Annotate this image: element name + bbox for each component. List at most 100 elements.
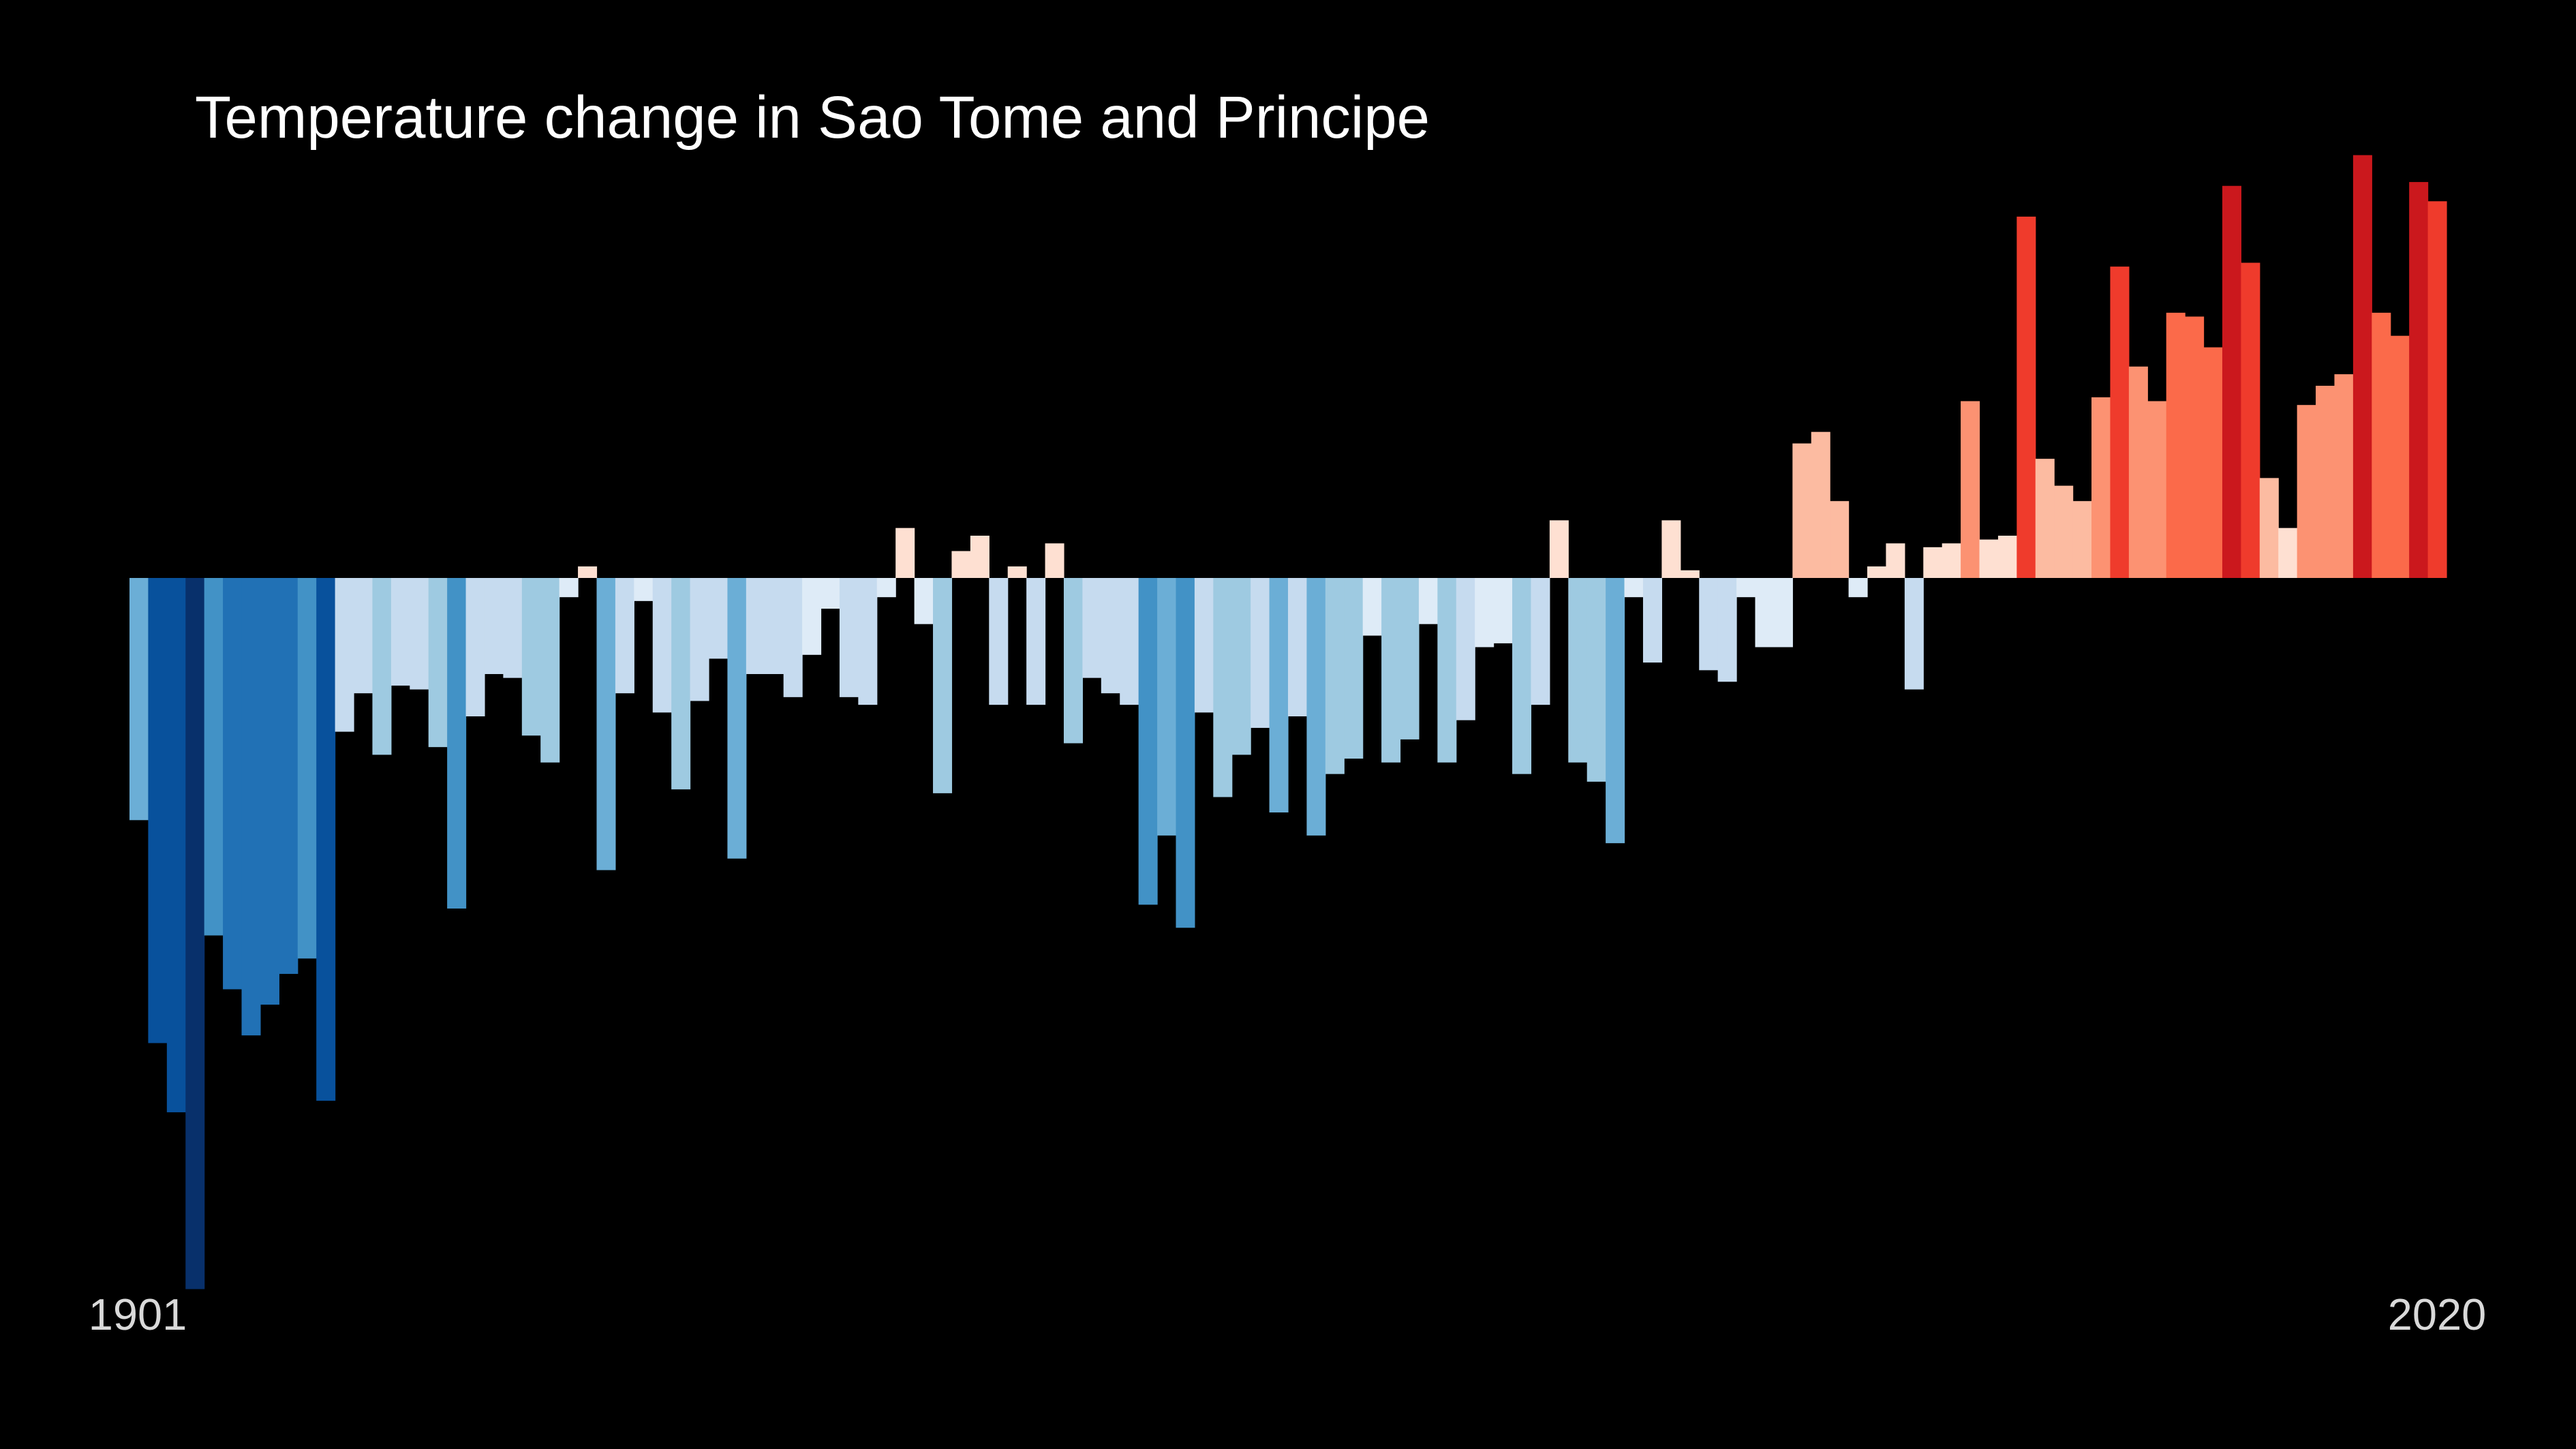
bar-1922 [521,578,541,736]
bar-1990 [1792,443,1812,578]
bar-1984 [1680,570,1700,578]
bar-1969 [1400,578,1420,739]
bar-2022 [2390,335,2410,578]
bar-1906 [223,578,243,990]
bar-1914 [372,578,392,755]
bar-2023 [2409,182,2429,579]
bar-1929 [652,578,672,713]
bar-1909 [279,578,298,974]
bar-1918 [447,578,467,909]
bar-1961 [1251,578,1270,728]
bar-1997 [1923,547,1943,578]
bar-2009 [2147,401,2167,578]
bar-1991 [1811,431,1830,578]
bar-1924 [559,578,579,598]
bar-2019 [2334,374,2354,578]
bar-1999 [1961,401,1980,578]
bar-1958 [1194,578,1214,713]
bar-1978 [1568,578,1588,763]
bar-2018 [2316,386,2335,578]
bar-1912 [335,578,354,732]
bar-1957 [1176,578,1195,928]
bar-2013 [2222,185,2241,579]
bar-1968 [1381,578,1401,763]
bar-1952 [1082,578,1102,678]
bar-1959 [1213,578,1233,797]
bar-1986 [1717,578,1737,682]
bar-1903 [166,578,186,1112]
bar-1937 [802,578,822,655]
bar-1913 [354,578,373,694]
bar-1992 [1830,501,1850,578]
bar-1941 [876,578,896,598]
bar-2010 [2166,312,2186,578]
bar-1982 [1642,578,1662,663]
bar-1950 [1045,543,1064,578]
bar-1940 [858,578,878,705]
bar-1949 [1026,578,1046,705]
bar-1920 [484,578,504,674]
bar-1907 [241,578,261,1036]
bar-1917 [428,578,448,748]
bar-1960 [1231,578,1251,755]
bar-1987 [1736,578,1756,598]
bar-1908 [260,578,279,1005]
bar-1970 [1418,578,1438,624]
bar-1985 [1699,578,1719,671]
bar-1966 [1344,578,1364,759]
bar-2020 [2352,155,2372,579]
bar-2003 [2035,459,2055,578]
chart-title: Temperature change in Sao Tome and Princ… [195,85,1430,151]
bar-1904 [185,578,205,1290]
bar-2004 [2054,485,2074,578]
bar-2021 [2372,312,2391,578]
bar-1933 [727,578,747,859]
bar-1980 [1606,578,1625,844]
bar-1953 [1101,578,1120,694]
bar-1921 [503,578,523,678]
bar-1976 [1531,578,1550,705]
bar-1965 [1325,578,1345,774]
bar-2005 [2072,501,2092,578]
bar-1944 [933,578,953,793]
bar-1926 [596,578,616,870]
x-tick-label-start: 1901 [89,1290,187,1339]
bar-1938 [821,578,840,609]
bar-2015 [2259,478,2279,578]
bar-1946 [970,535,990,578]
bar-1928 [634,578,654,601]
bar-1994 [1867,566,1887,578]
bar-1932 [709,578,729,659]
bar-1956 [1157,578,1177,836]
bar-1996 [1904,578,1924,690]
bar-2016 [2278,528,2298,578]
bar-1934 [746,578,765,674]
bar-1989 [1773,578,1793,647]
bar-1962 [1269,578,1289,813]
bar-1988 [1755,578,1775,647]
bar-2014 [2241,262,2260,578]
bar-1972 [1456,578,1475,720]
bar-1942 [895,528,915,578]
bar-1947 [989,578,1009,705]
bar-1955 [1138,578,1158,905]
bar-1974 [1493,578,1513,643]
bar-1936 [783,578,803,697]
bar-1954 [1120,578,1139,705]
bar-1919 [465,578,485,717]
bar-1995 [1886,543,1905,578]
bar-1911 [316,578,336,1101]
bar-1998 [1942,543,1961,578]
bar-1902 [148,578,168,1043]
bar-2007 [2110,266,2130,578]
bar-1931 [690,578,709,701]
bar-2012 [2203,347,2223,578]
bar-1975 [1512,578,1532,774]
bar-1948 [1007,566,1027,578]
bar-1993 [1848,578,1868,598]
bar-1979 [1586,578,1606,782]
bar-2006 [2091,397,2111,578]
bar-2000 [1979,539,1999,578]
bar-1905 [204,578,224,936]
bar-1925 [578,566,598,578]
